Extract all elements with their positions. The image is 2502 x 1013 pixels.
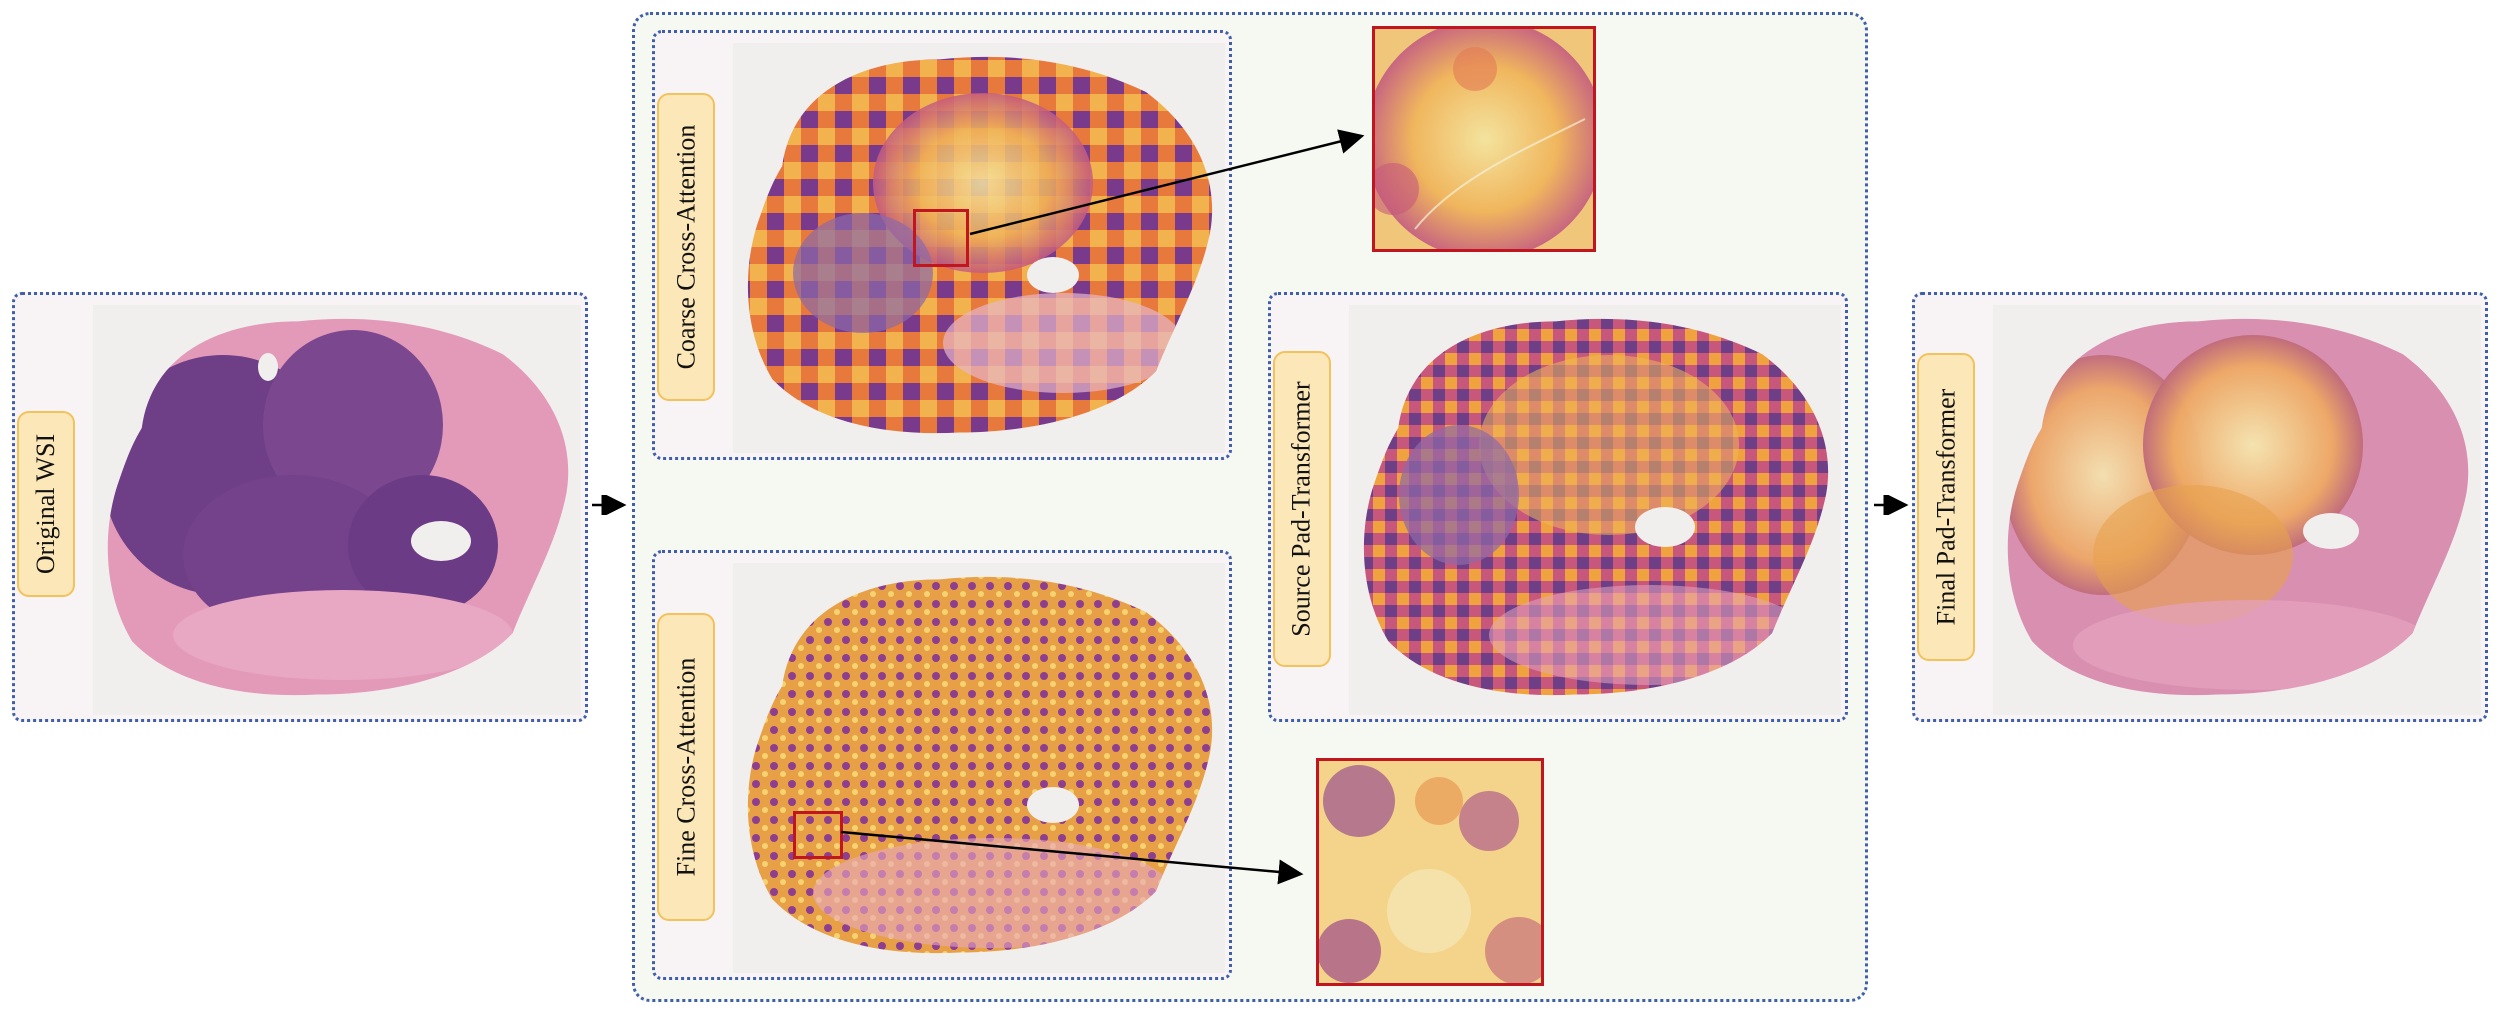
- fine-cross-attention-image: [733, 563, 1225, 973]
- fine-zoom-patch: [1316, 758, 1544, 986]
- fine-cross-attention-label: Fine Cross-Attention: [657, 613, 715, 921]
- fine-cross-attention-panel: Fine Cross-Attention: [652, 550, 1232, 980]
- original-wsi-label: Original WSI: [17, 411, 75, 597]
- arrow-to-group: [592, 495, 627, 515]
- source-pad-transformer-label: Source Pad-Transformer: [1273, 351, 1331, 667]
- coarse-cross-attention-label: Coarse Cross-Attention: [657, 93, 715, 401]
- source-pad-transformer-image: [1349, 305, 1841, 715]
- coarse-highlight-box: [913, 209, 969, 267]
- fine-cross-attention-label-text: Fine Cross-Attention: [671, 657, 700, 877]
- final-pad-transformer-panel: Final Pad-Transformer: [1912, 292, 2488, 722]
- coarse-cross-attention-panel: Coarse Cross-Attention: [652, 30, 1232, 460]
- source-pad-transformer-label-text: Source Pad-Transformer: [1287, 381, 1317, 637]
- source-pad-transformer-panel: Source Pad-Transformer: [1268, 292, 1848, 722]
- coarse-cross-attention-image: [733, 43, 1225, 453]
- final-pad-transformer-label: Final Pad-Transformer: [1917, 353, 1975, 661]
- original-wsi-image: [93, 305, 581, 715]
- final-pad-transformer-image: [1993, 305, 2481, 715]
- final-pad-transformer-label-text: Final Pad-Transformer: [1931, 388, 1961, 626]
- fine-highlight-box: [793, 811, 843, 859]
- coarse-cross-attention-label-text: Coarse Cross-Attention: [671, 124, 700, 370]
- original-wsi-panel: Original WSI: [12, 292, 588, 722]
- arrow-to-final: [1874, 495, 1909, 515]
- coarse-zoom-patch: [1372, 26, 1596, 252]
- original-wsi-label-text: Original WSI: [31, 433, 60, 575]
